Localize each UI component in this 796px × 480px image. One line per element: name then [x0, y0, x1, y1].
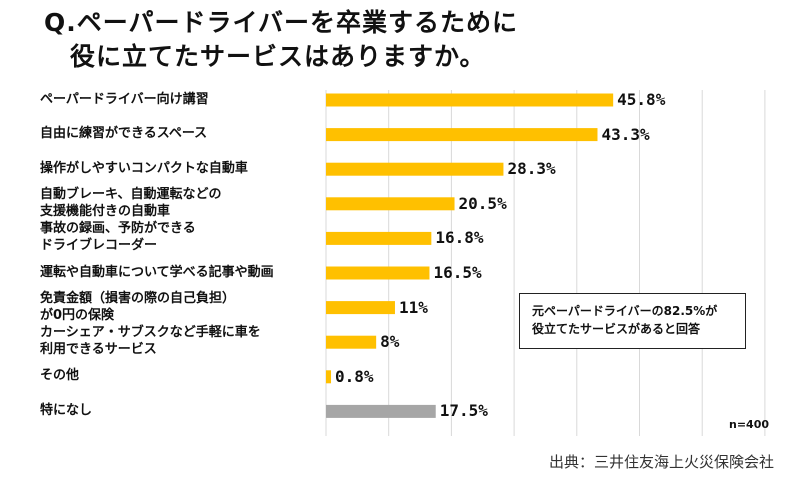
category-label: 自由に練習ができるスペース [40, 126, 208, 142]
value-label: 28.3% [507, 159, 556, 179]
category-label: 免責金額（損害の際の自己負担） が0円の保険 [40, 290, 236, 323]
source-text: 出典：三井住友海上火災保険会社 [549, 453, 775, 471]
value-label: 17.5% [439, 401, 488, 421]
bar [326, 370, 332, 384]
annotation-line-1: 元ペーパードライバーの82.5%が [532, 304, 718, 318]
annotation-line-2: 役立てたサービスがあると回答 [532, 322, 701, 336]
bar [326, 301, 395, 315]
value-label: 0.8% [335, 366, 374, 386]
bar [326, 197, 455, 211]
title-line-2: 役に立てたサービスはありますか。 [70, 42, 486, 71]
value-label: 8% [380, 332, 400, 352]
category-label: 操作がしやすいコンパクトな自動車 [40, 160, 248, 176]
title-line-1: Q.ペーパードライバーを卒業するために [44, 8, 519, 37]
category-label: カーシェア・サブスクなど手軽に車を 利用できるサービス [40, 325, 261, 358]
value-label: 43.3% [601, 124, 650, 144]
sample-size-label: n=400 [729, 418, 770, 431]
bar [326, 128, 598, 142]
chart-title: Q.ペーパードライバーを卒業するために 役に立てたサービスはありますか。 [44, 6, 518, 74]
bar [326, 266, 430, 280]
category-label: 自動ブレーキ、自動運転などの 支援機能付きの自動車 [40, 186, 222, 219]
category-label: ペーパードライバー向け講習 [40, 91, 209, 107]
annotation-box: 元ペーパードライバーの82.5%が 役立てたサービスがあると回答 [519, 293, 746, 349]
bar [326, 404, 436, 418]
category-label: その他 [40, 368, 80, 384]
value-label: 20.5% [458, 193, 507, 213]
bar [326, 335, 377, 349]
value-label: 45.8% [617, 90, 666, 109]
category-label: 事故の録画、予防ができる ドライブレコーダー [40, 221, 196, 254]
value-label: 16.5% [433, 263, 482, 282]
category-label: 特になし [40, 402, 93, 418]
bar [326, 162, 504, 176]
value-label: 11% [398, 297, 428, 317]
category-label: 運転や自動車について学べる記事や動画 [40, 264, 274, 280]
bar [326, 231, 432, 245]
bar [326, 93, 614, 107]
value-label: 16.8% [435, 228, 484, 248]
